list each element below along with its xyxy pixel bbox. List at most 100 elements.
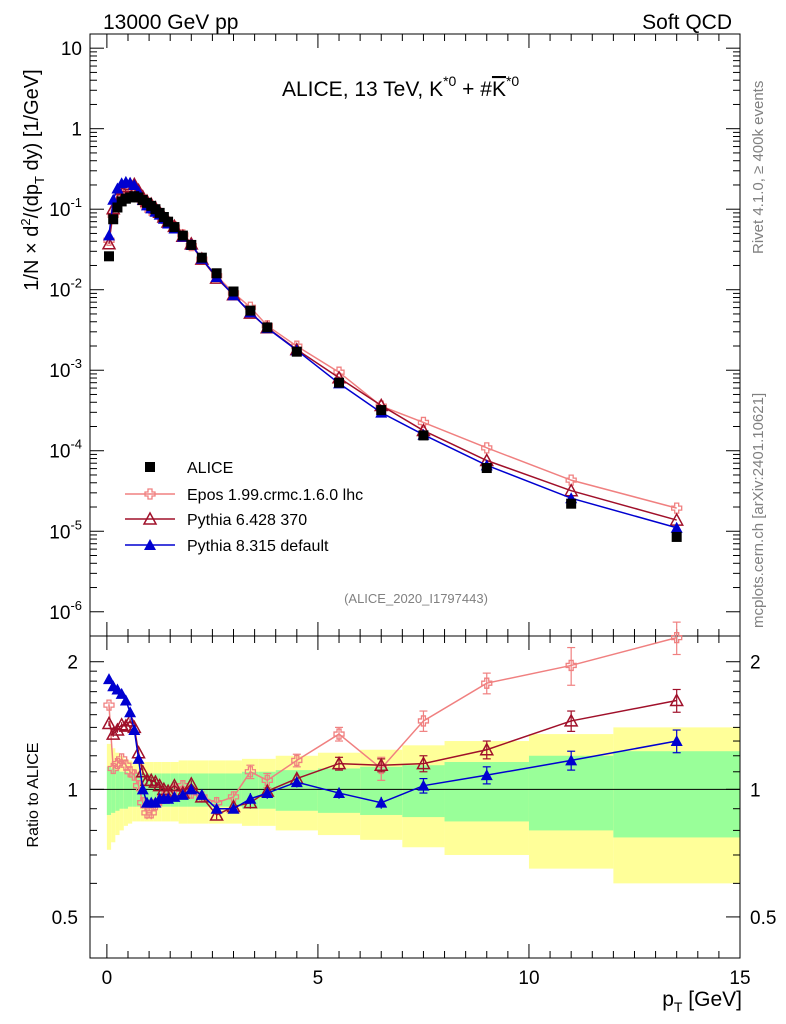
title-main: ALICE, 13 TeV, K [282,78,443,101]
ratio-point-triangle [115,687,128,699]
band-green [111,768,116,813]
ratio-line-open-triangle [108,699,677,816]
top-point-data [103,251,114,262]
ratio-point-open-cross [565,659,577,672]
y-tick-label-ratio-right: 2 [750,653,761,674]
legend-label: Epos 1.99.crmc.1.6.0 lhc [187,487,363,504]
data-marks [101,175,684,821]
y-tick-label-top: 10-1 [49,195,82,221]
legend-label: Pythia 6.428 370 [187,512,307,529]
y-axis-label-ratio: Ratio to ALICE [25,743,42,848]
ratio-point-triangle [375,796,388,808]
y-tick-label-ratio-right: 0.5 [750,908,776,929]
top-point-data [108,214,119,225]
y-tick-base: 10 [49,442,70,463]
top-point-triangle [107,193,120,205]
ratio-point-triangle [102,673,115,685]
ratio-bands [90,727,740,884]
ratio-point-open-cross [244,766,257,778]
y-tick-label-top: 1 [71,120,82,141]
ratio-point-open-triangle [209,807,224,821]
top-point-data [169,222,180,233]
top-point-data [112,202,123,213]
ratio-point-open-cross [116,753,128,765]
x-tick-label: 10 [518,968,539,989]
y-tick-exp: -2 [70,276,82,291]
ratio-point-triangle [176,788,189,800]
legend-marker-square [145,462,155,472]
y-axis-label-top: 1/N × d2/(dpT dy) [1/GeV] [18,69,47,290]
y-tick-exp: -3 [70,356,82,371]
band-green [208,773,226,807]
ratio-point-open-triangle [416,756,431,770]
title-plus: + # [456,78,492,101]
x-tick-label: 0 [102,968,113,989]
y-tick-label-ratio-right: 1 [750,780,761,801]
watermark: (ALICE_2020_I1797443) [344,591,488,606]
legend-label: Pythia 8.315 default [187,538,329,555]
ratio-point-triangle [185,783,198,795]
y-tick-base: 10 [49,603,70,624]
ratio-point-triangle [227,802,240,814]
ratio-point-open-cross [291,754,303,767]
ratio-point-triangle [290,776,303,788]
band-green [115,770,120,811]
top-point-open-cross [333,366,345,378]
x-axis-label: pT [GeV] [662,988,742,1015]
y-tick-label-ratio: 0.5 [52,908,78,929]
ratio-point-open-triangle [331,756,347,770]
y-tick-label-top: 10-5 [49,517,82,543]
ratio-point-triangle [119,694,132,706]
top-point-open-cross [481,442,493,454]
title-sup1: *0 [443,73,456,89]
band-green [127,773,133,807]
top-point-data [262,322,273,333]
ratio-point-open-triangle [122,713,138,727]
band-green [132,773,137,807]
legend-label: ALICE [187,460,233,477]
ratio-point-open-triangle [101,715,117,730]
ratio-point-triangle [333,787,346,799]
top-point-data [376,405,387,416]
band-green [613,751,740,838]
y-tick-base: 10 [49,522,70,543]
ratio-point-open-cross [227,791,240,803]
y-tick-label-ratio: 2 [67,653,78,674]
ratio-point-open-triangle [105,726,121,740]
top-point-open-triangle [101,236,117,250]
top-point-data [481,463,492,474]
top-point-data [177,230,188,241]
top-point-triangle [128,178,141,190]
side-label-top: Rivet 4.1.0, ≥ 400k events [750,81,767,254]
ratio-point-open-triangle [479,742,495,756]
y-tick-label-top: 10-4 [49,437,82,463]
top-point-triangle [102,229,115,241]
ratio-point-open-cross [671,631,683,644]
ratio-point-open-triangle [563,713,579,727]
top-point-triangle [670,521,683,533]
ratio-point-triangle [210,802,223,814]
top-point-data [211,268,222,279]
ratio-point-open-cross [481,677,493,689]
x-tick-label: 15 [729,968,750,989]
top-point-open-cross [671,502,683,514]
ratio-point-triangle [124,706,137,718]
y-tick-exp: -5 [70,517,82,532]
legend-marker-triangle [144,539,156,550]
y-tick-base: 10 [49,361,70,382]
top-point-data [163,216,174,227]
ratio-frame [89,635,741,959]
ratio-point-open-cross [333,728,345,740]
top-point-data [334,377,345,388]
band-green [144,773,150,807]
y-tick-exp: -4 [70,437,82,452]
ratio-point-triangle [261,787,274,799]
ratio-point-triangle [244,792,257,804]
ratio-point-triangle [565,754,578,766]
legend-marker-open-cross [144,488,156,500]
ratio-point-open-cross [375,762,387,775]
ratio-point-open-triangle [167,778,182,792]
plot-title: ALICE, 13 TeV, K*0 + #K*0 [282,73,519,101]
ratio-point-triangle [417,779,430,791]
